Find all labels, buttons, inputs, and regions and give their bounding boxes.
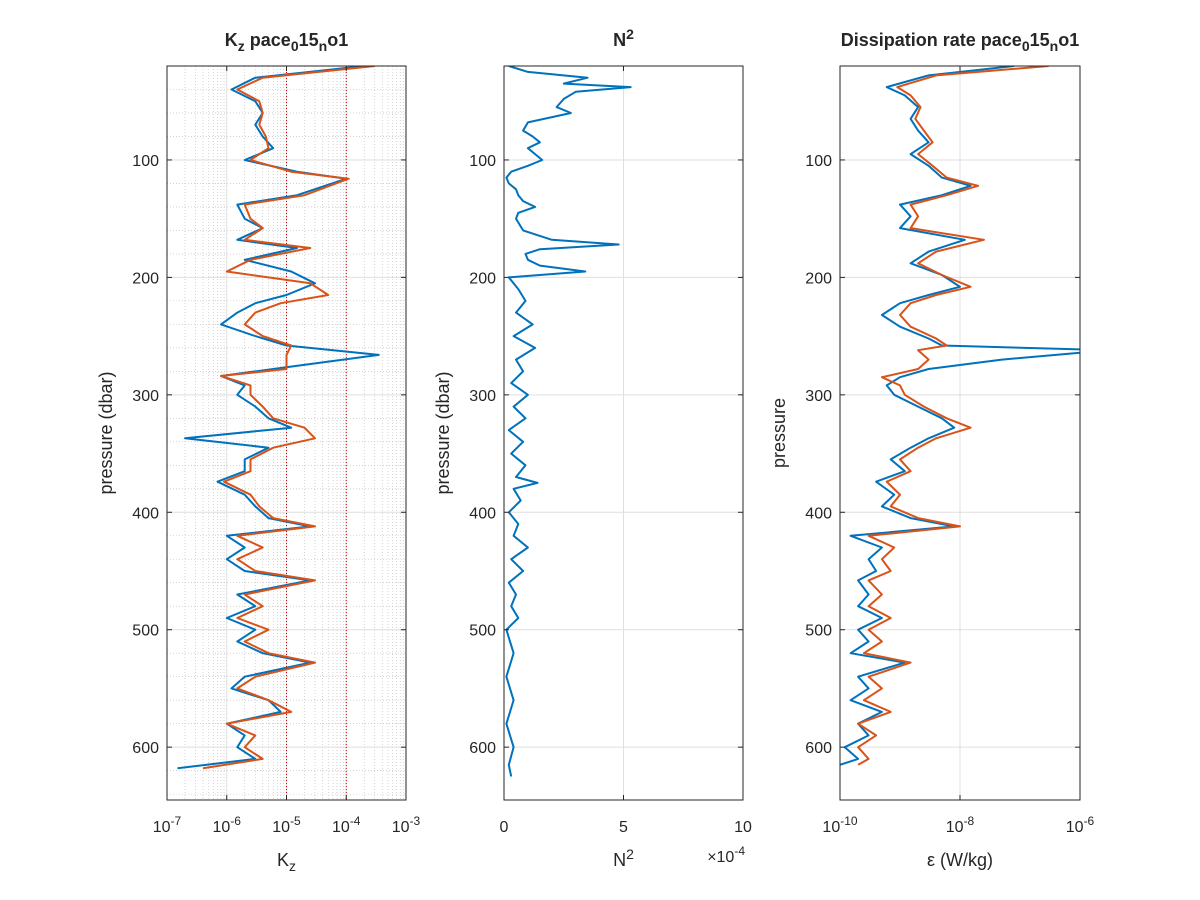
chart-title: N2 — [613, 26, 634, 50]
series-line-2 — [857, 66, 1049, 766]
y-tick-label: 600 — [469, 740, 496, 757]
y-tick-label: 300 — [805, 388, 832, 405]
y-axis-label: pressure (dbar) — [96, 371, 116, 494]
y-tick-label: 300 — [469, 388, 496, 405]
chart-title: Kz pace015no1 — [225, 30, 348, 54]
x-axis-label: N2 — [613, 846, 634, 870]
x-tick-label: 10-5 — [272, 814, 301, 836]
x-axis-label: ε (W/kg) — [927, 850, 993, 870]
series-line-1 — [505, 66, 632, 777]
x-tick-label: 10-6 — [213, 814, 242, 836]
x-tick-label: 10-3 — [392, 814, 421, 836]
y-tick-label: 500 — [805, 623, 832, 640]
y-tick-label: 400 — [132, 505, 159, 522]
x-tick-label: 10-4 — [332, 814, 361, 836]
n2-panel: 0 5 10 100 200 300 400 500 600 N2 N2 ×10-4 pressure … — [433, 26, 752, 870]
series-line-1 — [840, 66, 1080, 766]
y-axis-label: pressure (dbar) — [433, 371, 453, 494]
y-tick-label: 200 — [469, 270, 496, 287]
y-axis-label: pressure — [769, 398, 789, 468]
series-line-2 — [202, 66, 375, 770]
y-tick-label: 500 — [132, 623, 159, 640]
x-axis-label: Kz — [277, 850, 296, 874]
y-tick-label: 600 — [132, 740, 159, 757]
y-tick-label: 200 — [132, 270, 159, 287]
x-tick-label: 10-7 — [153, 814, 182, 836]
x-axis-multiplier: ×10-4 — [707, 844, 745, 866]
y-tick-label: 100 — [132, 153, 159, 170]
series-line-1 — [177, 66, 380, 770]
x-tick-label: 10-8 — [946, 814, 975, 836]
y-tick-label: 300 — [132, 388, 159, 405]
x-tick-label: 0 — [500, 819, 509, 836]
dissipation-panel: 10-10 10-8 10-6 100 200 300 400 500 600 Dissipati… — [769, 30, 1095, 870]
y-tick-label: 600 — [805, 740, 832, 757]
y-tick-label: 500 — [469, 623, 496, 640]
x-tick-label: 10 — [734, 819, 752, 836]
y-tick-label: 200 — [805, 270, 832, 287]
y-tick-label: 100 — [469, 153, 496, 170]
x-tick-label: 10-6 — [1066, 814, 1095, 836]
kz-panel: 10-7 10-6 10-5 10-4 10-3 100 200 300 400 500 600 Kz… — [96, 30, 421, 874]
x-tick-label: 10-10 — [822, 814, 857, 836]
x-tick-label: 5 — [619, 819, 628, 836]
y-tick-label: 400 — [469, 505, 496, 522]
chart-title: Dissipation rate pace015no1 — [841, 30, 1079, 54]
y-tick-label: 400 — [805, 505, 832, 522]
y-tick-label: 100 — [805, 153, 832, 170]
